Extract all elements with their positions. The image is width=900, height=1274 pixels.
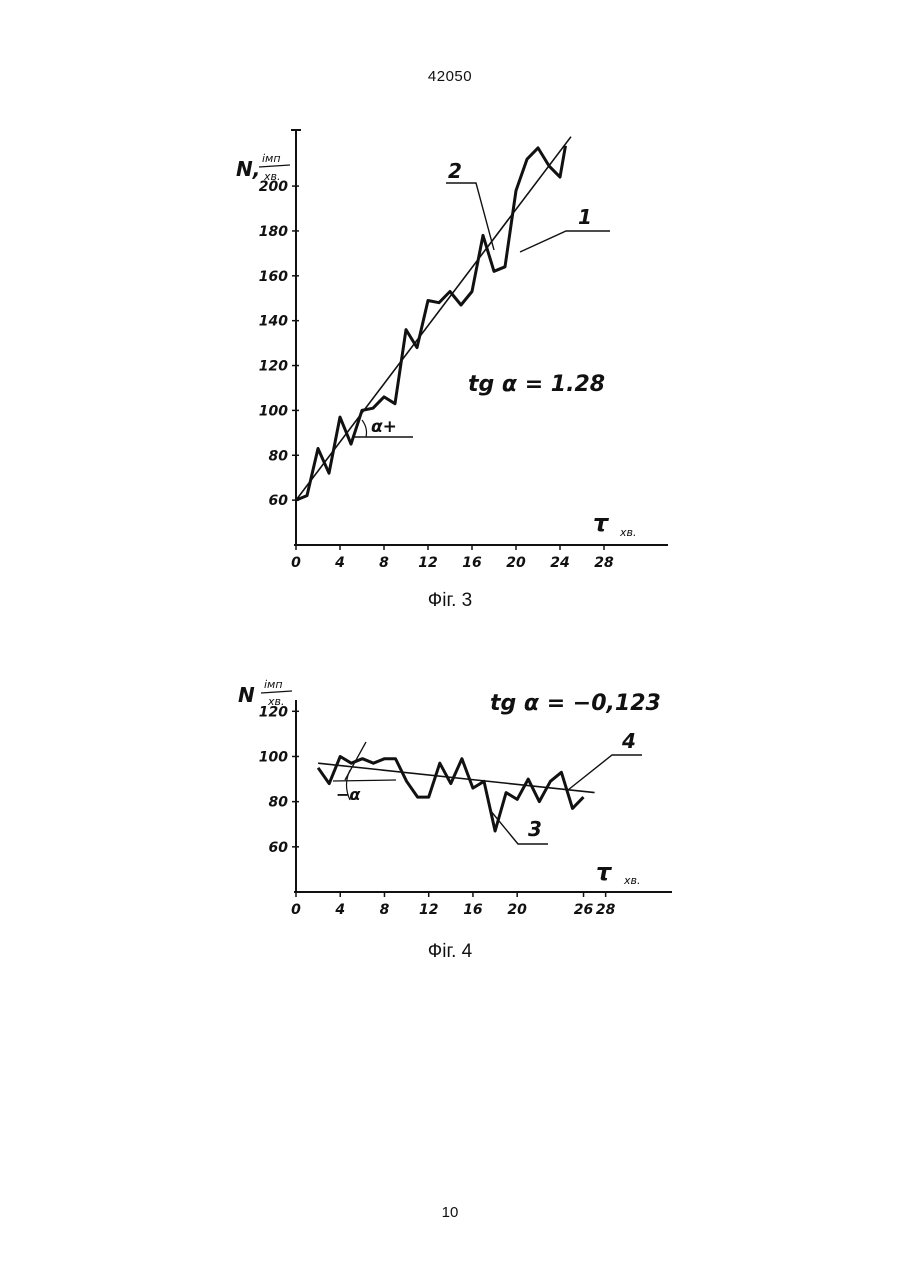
y-axis-label: N <box>238 683 255 707</box>
x-axis-label: τ <box>593 509 610 537</box>
y-tick-label: 60 <box>269 840 289 856</box>
x-tick-label: 8 <box>379 555 389 571</box>
y-axis-unit-top: імп <box>262 152 281 165</box>
x-tick-label: 0 <box>291 555 301 571</box>
figure-3-caption: Фіг. 3 <box>0 590 900 612</box>
slope-formula: tg α = −0,123 <box>490 691 661 716</box>
y-axis-unit-bar <box>259 165 290 167</box>
figure-3-chart: 0481216202428 6080100120140160180200 N, … <box>0 0 900 640</box>
page-number: 10 <box>0 1204 900 1221</box>
y-tick-label: 160 <box>259 269 288 285</box>
angle-label: −α <box>336 785 361 804</box>
x-tick-label: 16 <box>463 902 483 918</box>
x-axis-label: τ <box>596 858 613 886</box>
y-axis-unit-bottom: хв. <box>263 170 281 183</box>
angle-arc <box>362 420 367 437</box>
x-tick-label: 28 <box>596 902 616 918</box>
angle-baseline <box>333 780 396 781</box>
x-tick-label: 12 <box>418 555 437 571</box>
figure-4-caption: Фіг. 4 <box>0 941 900 963</box>
x-tick-label: 26 <box>574 902 594 918</box>
y-tick-label: 60 <box>269 493 289 509</box>
series-4-leader <box>568 755 642 790</box>
figure-4-chart: 0481216202628 6080100120 N імп хв. τ хв.… <box>0 660 900 960</box>
series-2-leader <box>446 183 494 250</box>
angle-label: α+ <box>371 417 397 437</box>
y-axis <box>291 130 301 545</box>
series-1-line <box>296 137 571 500</box>
x-tick-label: 28 <box>594 555 614 571</box>
x-tick-label: 20 <box>507 902 527 918</box>
series-3-label: 3 <box>528 817 542 841</box>
series-1-leader <box>520 231 610 252</box>
y-tick-label: 80 <box>269 448 289 464</box>
y-tick-label: 120 <box>259 359 288 375</box>
series-1-label: 1 <box>578 205 592 229</box>
y-axis-label: N, <box>236 157 260 181</box>
slope-formula: tg α = 1.28 <box>468 372 605 397</box>
x-axis-unit: хв. <box>619 526 637 539</box>
y-tick-label: 140 <box>259 314 288 330</box>
x-tick-label: 24 <box>550 555 569 571</box>
y-tick-label: 180 <box>259 224 288 240</box>
x-axis-unit: хв. <box>623 874 641 887</box>
series-4-label: 4 <box>621 729 636 753</box>
series-2-label: 2 <box>448 159 462 183</box>
y-tick-label: 100 <box>259 749 288 765</box>
x-tick-label: 12 <box>419 902 438 918</box>
y-axis-unit-top: імп <box>264 678 283 691</box>
x-tick-label: 20 <box>506 555 526 571</box>
y-axis-unit-bottom: хв. <box>267 695 285 708</box>
x-tick-label: 16 <box>462 555 482 571</box>
y-tick-label: 100 <box>259 403 288 419</box>
x-tick-label: 0 <box>291 902 301 918</box>
x-tick-label: 4 <box>334 902 345 918</box>
y-tick-label: 80 <box>269 795 289 811</box>
x-tick-label: 8 <box>380 902 390 918</box>
x-tick-label: 4 <box>334 555 345 571</box>
y-axis-unit-bar <box>261 691 292 693</box>
